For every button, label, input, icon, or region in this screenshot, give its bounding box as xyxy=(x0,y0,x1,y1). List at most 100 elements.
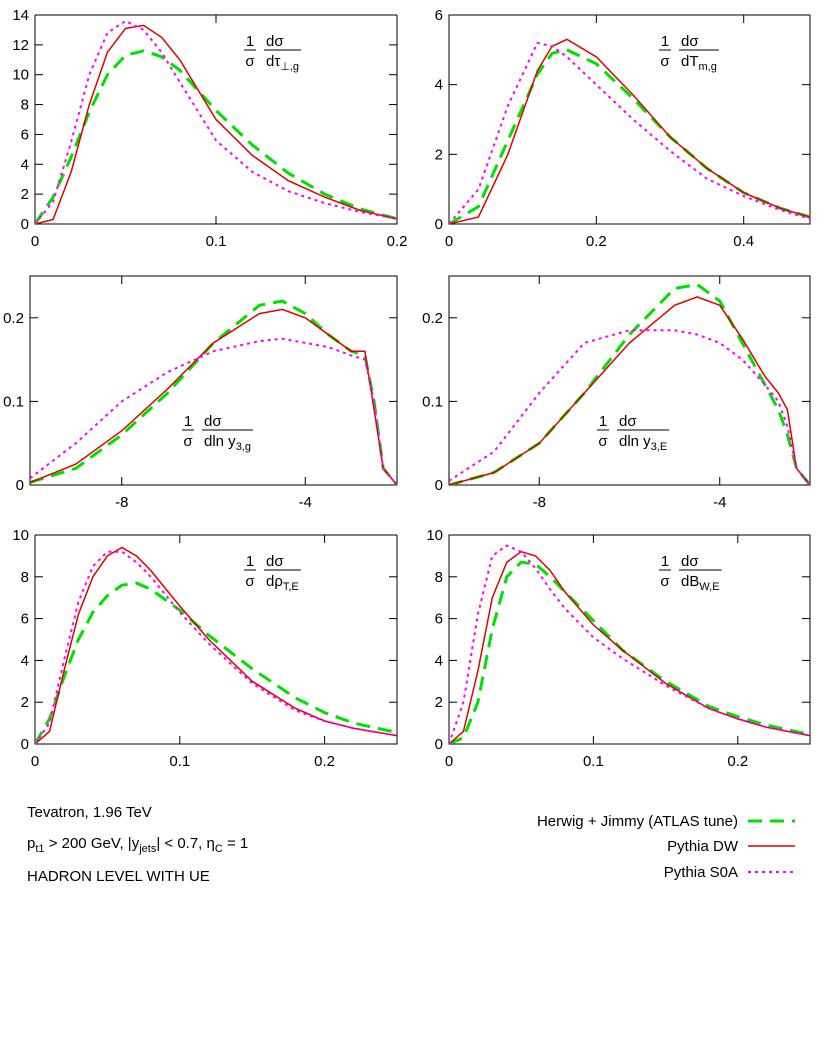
x-tick-label: 0 xyxy=(31,753,39,770)
formula-sigma: σ xyxy=(245,573,255,590)
series-line xyxy=(30,299,397,485)
x-tick-label: -8 xyxy=(115,494,128,511)
plot-frame xyxy=(448,534,811,745)
y-tick-label: 6 xyxy=(435,7,443,24)
formula-den-main: dB xyxy=(681,573,699,590)
y-tick-label: 8 xyxy=(21,97,29,114)
x-tick-label: 0.1 xyxy=(206,233,227,250)
panel: 0 0.1 0.2 -8 -4 1 σdσ dln y3,E xyxy=(422,275,811,511)
series-line xyxy=(30,308,397,485)
y-tick-label: 10 xyxy=(12,527,29,544)
panel: 0 2 4 6 8 10 0 0.1 0.2 1 σdσ dBW,E xyxy=(426,527,811,770)
series-line xyxy=(449,550,810,744)
formula-den-sub: T,E xyxy=(283,581,299,593)
panel: 0 0.1 0.2 -8 -4 1 σdσ dln y3,g xyxy=(3,275,398,511)
y-tick-label: 2 xyxy=(435,694,443,711)
x-tick-label: 0.2 xyxy=(387,233,408,250)
y-tick-label: 0 xyxy=(435,736,443,753)
y-tick-label: 4 xyxy=(21,652,29,669)
note-part: | < 0.7, η xyxy=(156,835,215,852)
formula-den: dln y3,E xyxy=(619,433,667,453)
series-line xyxy=(449,560,810,744)
y-tick-label: 0 xyxy=(21,736,29,753)
formula-den-sub: W,E xyxy=(699,581,719,593)
x-tick-label: 0.4 xyxy=(733,233,754,250)
series-line xyxy=(449,282,810,485)
note: HADRON LEVEL WITH UE xyxy=(27,868,210,885)
legend-label: Herwig + Jimmy (ATLAS tune) xyxy=(537,813,738,830)
note-part: C xyxy=(215,843,223,855)
y-tick-label: 0.1 xyxy=(422,393,443,410)
note-part: = 1 xyxy=(223,835,248,852)
y-tick-label: 4 xyxy=(435,77,443,94)
y-tick-label: 8 xyxy=(21,569,29,586)
x-tick-label: 0.2 xyxy=(727,753,748,770)
y-tick-label: 0 xyxy=(435,216,443,233)
formula-den-main: dln y xyxy=(619,433,651,450)
x-tick-label: 0.1 xyxy=(583,753,604,770)
note-part: p xyxy=(27,835,35,852)
formula-den: dln y3,g xyxy=(204,433,251,453)
x-tick-label: 0.2 xyxy=(314,753,335,770)
y-tick-label: 0 xyxy=(16,477,24,494)
note: pt1 > 200 GeV, |yjets| < 0.7, ηC = 1 xyxy=(27,835,248,855)
x-tick-label: 0.2 xyxy=(586,233,607,250)
series-line xyxy=(35,581,397,744)
series-line xyxy=(449,41,810,224)
formula-sigma: σ xyxy=(183,433,193,450)
series-line xyxy=(30,337,397,485)
y-tick-label: 0 xyxy=(435,477,443,494)
note: Tevatron, 1.96 TeV xyxy=(27,804,152,821)
x-tick-label: 0.1 xyxy=(169,753,190,770)
formula-sigma: σ xyxy=(598,433,608,450)
formula-one: 1 xyxy=(246,33,254,50)
y-tick-label: 10 xyxy=(426,527,443,544)
formula-num: dσ xyxy=(266,553,284,570)
y-tick-label: 4 xyxy=(435,652,443,669)
plot-frame xyxy=(448,14,811,225)
panel: 0 2 4 6 8 10 12 14 0 0.1 0.2 1 σdσ dτ⊥,g xyxy=(12,7,407,250)
y-tick-label: 2 xyxy=(21,694,29,711)
y-tick-label: 6 xyxy=(21,126,29,143)
series-line xyxy=(35,546,397,744)
legend-label: Pythia S0A xyxy=(664,864,738,881)
formula-num: dσ xyxy=(619,413,637,430)
y-tick-label: 6 xyxy=(21,611,29,628)
formula-den: dρT,E xyxy=(266,573,299,593)
formula-one: 1 xyxy=(184,413,192,430)
y-tick-label: 14 xyxy=(12,7,29,24)
x-tick-label: 0 xyxy=(445,233,453,250)
formula-one: 1 xyxy=(661,553,669,570)
formula-one: 1 xyxy=(599,413,607,430)
plot-frame xyxy=(29,275,398,486)
formula-den-sub: 3,E xyxy=(651,441,668,453)
plot-frame xyxy=(34,534,398,745)
x-tick-label: 0 xyxy=(31,233,39,250)
series-line xyxy=(35,49,397,224)
panel: 0 2 4 6 8 10 0 0.1 0.2 1 σdσ dρT,E xyxy=(12,527,398,770)
series-line xyxy=(35,19,397,224)
x-tick-label: 0 xyxy=(445,753,453,770)
note-part: > 200 GeV, |y xyxy=(45,835,140,852)
y-tick-label: 2 xyxy=(435,146,443,163)
y-tick-label: 6 xyxy=(435,611,443,628)
formula-den-main: dT xyxy=(681,53,699,70)
x-tick-label: -4 xyxy=(713,494,726,511)
formula-one: 1 xyxy=(661,33,669,50)
y-tick-label: 10 xyxy=(12,67,29,84)
formula-den: dτ⊥,g xyxy=(266,53,299,73)
series-line xyxy=(449,38,810,224)
y-tick-label: 2 xyxy=(21,186,29,203)
formula-den: dTm,g xyxy=(681,53,717,73)
y-tick-label: 12 xyxy=(12,37,29,54)
formula-sigma: σ xyxy=(660,573,670,590)
note-part: jets xyxy=(138,843,157,855)
series-line xyxy=(449,329,810,485)
formula-num: dσ xyxy=(266,33,284,50)
note-part: t1 xyxy=(35,843,44,855)
x-tick-label: -4 xyxy=(299,494,312,511)
formula-den-main: dln y xyxy=(204,433,236,450)
formula-num: dσ xyxy=(681,33,699,50)
formula-den-main: dρ xyxy=(266,573,283,590)
formula-den: dBW,E xyxy=(681,573,720,593)
